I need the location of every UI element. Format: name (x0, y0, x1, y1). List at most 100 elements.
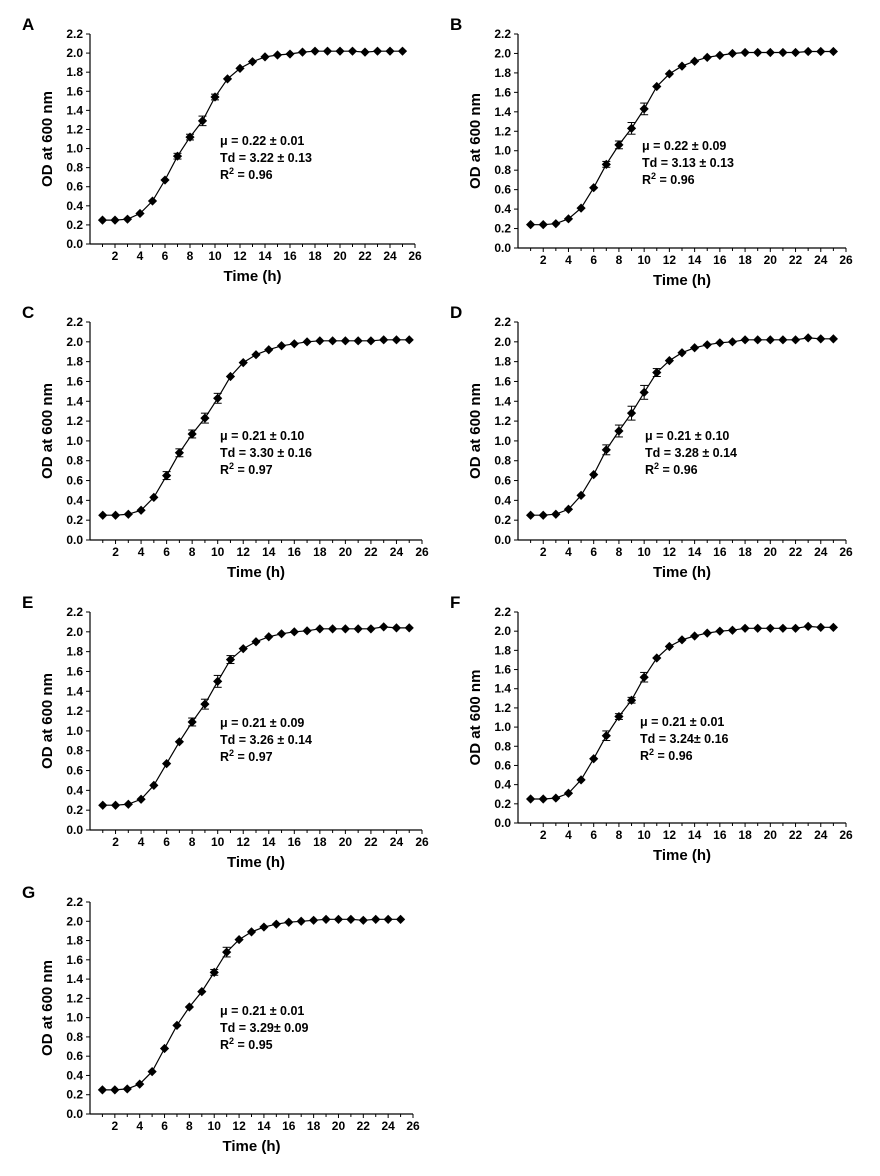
y-axis-title: OD at 600 nm (467, 93, 484, 189)
stats-annotation: μ = 0.22 ± 0.01 (220, 134, 304, 148)
data-point (601, 445, 611, 455)
data-point (371, 914, 381, 924)
x-axis-title: Time (h) (227, 854, 285, 871)
x-tick-label: 12 (233, 249, 247, 263)
x-axis-title: Time (h) (227, 564, 285, 581)
x-tick-label: 2 (540, 545, 547, 559)
data-point (122, 214, 133, 224)
data-point (200, 413, 210, 423)
y-tick-label: 0.2 (66, 1088, 83, 1102)
y-tick-label: 0.6 (66, 474, 83, 488)
data-point (740, 335, 750, 345)
x-tick-label: 14 (257, 1119, 271, 1133)
x-axis-title: Time (h) (653, 847, 711, 864)
data-point (309, 915, 319, 925)
x-tick-label: 2 (112, 835, 119, 849)
data-point (589, 754, 599, 764)
data-point (664, 69, 674, 79)
y-tick-label: 0.4 (494, 778, 511, 792)
x-tick-label: 10 (208, 1119, 222, 1133)
data-point (765, 623, 775, 633)
data-point (276, 341, 287, 351)
x-tick-label: 20 (764, 828, 778, 842)
y-tick-label: 2.2 (66, 315, 83, 329)
y-tick-label: 1.4 (66, 103, 83, 117)
data-point (347, 46, 358, 56)
x-tick-label: 20 (339, 835, 353, 849)
x-axis-title: Time (h) (653, 564, 711, 581)
data-point (614, 140, 624, 150)
data-point (184, 1002, 194, 1012)
x-tick-label: 4 (136, 1119, 143, 1133)
stats-annotation: μ = 0.21 ± 0.10 (220, 429, 304, 443)
y-tick-label: 2.2 (494, 315, 511, 329)
y-tick-label: 0.4 (66, 783, 83, 797)
data-point (197, 116, 208, 126)
y-axis-title: OD at 600 nm (467, 383, 484, 479)
y-tick-label: 2.0 (66, 46, 83, 60)
y-axis-title: OD at 600 nm (39, 91, 56, 187)
data-point (366, 336, 376, 346)
data-point (172, 1020, 182, 1030)
y-tick-label: 1.2 (66, 704, 83, 718)
x-tick-label: 8 (186, 1119, 193, 1133)
data-point (289, 627, 299, 637)
x-tick-label: 14 (262, 545, 276, 559)
data-point (187, 429, 197, 439)
data-point (677, 348, 687, 358)
data-point (302, 626, 312, 636)
data-point (379, 335, 389, 345)
data-point (576, 490, 586, 501)
x-tick-label: 18 (313, 835, 327, 849)
x-axis-title: Time (h) (223, 268, 281, 285)
x-tick-label: 10 (211, 545, 225, 559)
x-tick-label: 18 (738, 253, 752, 267)
x-tick-label: 10 (637, 828, 651, 842)
data-point (395, 914, 406, 924)
y-tick-label: 1.6 (66, 84, 83, 98)
data-point (346, 914, 356, 924)
data-point (234, 934, 244, 945)
x-tick-label: 18 (307, 1119, 321, 1133)
x-tick-label: 12 (232, 1119, 246, 1133)
y-tick-label: 1.8 (66, 645, 83, 659)
y-tick-label: 1.4 (494, 394, 511, 408)
data-point (162, 759, 172, 769)
data-point (122, 1084, 132, 1094)
data-point (563, 788, 574, 798)
data-point (753, 47, 763, 58)
x-tick-label: 10 (637, 253, 651, 267)
x-tick-label: 24 (383, 249, 397, 263)
x-tick-label: 16 (282, 1119, 296, 1133)
y-tick-label: 2.0 (494, 46, 511, 60)
data-point (526, 794, 536, 804)
data-point (626, 695, 637, 705)
x-tick-label: 8 (616, 545, 623, 559)
y-tick-label: 1.4 (494, 105, 511, 119)
x-tick-label: 18 (738, 545, 752, 559)
y-tick-label: 0.8 (66, 161, 83, 175)
data-point (238, 644, 248, 654)
x-tick-label: 2 (112, 249, 119, 263)
data-point (358, 915, 368, 925)
y-axis-title: OD at 600 nm (39, 673, 56, 769)
data-point (97, 1085, 108, 1095)
y-tick-label: 2.2 (66, 27, 83, 41)
data-point (563, 504, 574, 514)
y-tick-label: 1.8 (494, 66, 511, 80)
y-tick-label: 2.0 (494, 624, 511, 638)
data-point (702, 52, 712, 62)
data-point (601, 731, 611, 741)
data-point (803, 333, 813, 343)
y-tick-label: 0.2 (494, 797, 511, 811)
series-line (102, 339, 410, 516)
y-tick-label: 1.6 (66, 374, 83, 388)
data-point (551, 793, 561, 803)
y-tick-label: 0.4 (494, 202, 511, 216)
y-tick-label: 1.0 (494, 434, 511, 448)
data-point (315, 336, 325, 346)
x-tick-label: 24 (814, 253, 828, 267)
data-point (321, 914, 331, 924)
data-point (652, 367, 662, 378)
